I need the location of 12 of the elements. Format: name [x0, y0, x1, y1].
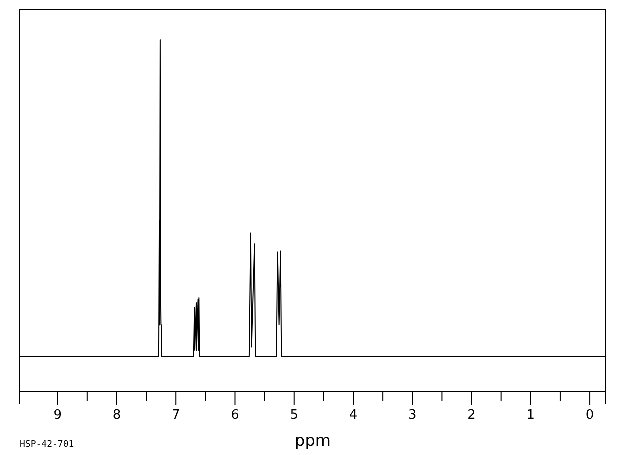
x-tick-label: 9: [54, 408, 62, 424]
x-tick-label: 6: [231, 408, 240, 424]
x-tick-label: 3: [408, 408, 417, 424]
x-tick-label: 5: [290, 408, 299, 424]
x-axis-title: ppm: [295, 431, 331, 450]
x-tick-label: 1: [526, 408, 536, 424]
x-tick-label: 2: [468, 408, 476, 424]
x-tick-label: 7: [172, 408, 180, 424]
x-tick-label: 8: [112, 408, 122, 424]
text: HSP-42-701: [20, 440, 74, 450]
x-tick-label: 0: [586, 408, 594, 424]
x-tick-label: 4: [349, 408, 358, 424]
